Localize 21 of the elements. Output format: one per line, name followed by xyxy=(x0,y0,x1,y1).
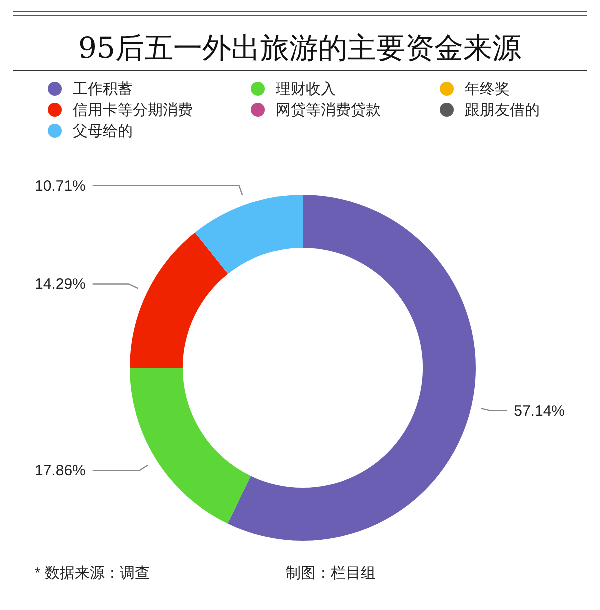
legend-item: 工作积蓄 xyxy=(48,81,133,98)
legend-label: 父母给的 xyxy=(73,123,133,140)
data-label: 10.71% xyxy=(35,178,86,195)
legend-label: 年终奖 xyxy=(465,81,510,98)
annotation: 制图：栏目组 xyxy=(286,565,376,582)
legend-item: 信用卡等分期消费 xyxy=(48,102,193,119)
title: 95后五一外出旅游的主要资金来源 xyxy=(78,31,522,65)
legend-item: 跟朋友借的 xyxy=(440,102,540,119)
legend-label: 工作积蓄 xyxy=(73,81,133,98)
data-label: 14.29% xyxy=(35,276,86,294)
legend-label: 网贷等消费贷款 xyxy=(276,102,381,119)
annotation: * 数据来源：调查 xyxy=(35,565,150,582)
legend-item: 理财收入 xyxy=(251,81,336,98)
data-label: 17.86% xyxy=(35,462,86,480)
legend-item: 年终奖 xyxy=(440,81,510,98)
legend-label: 信用卡等分期消费 xyxy=(73,102,193,119)
legend-label: 跟朋友借的 xyxy=(465,102,540,119)
legend-label: 理财收入 xyxy=(276,81,336,98)
legend-item: 网贷等消费贷款 xyxy=(251,102,381,119)
legend-item: 父母给的 xyxy=(48,123,133,140)
data-label: 57.14% xyxy=(514,402,565,420)
